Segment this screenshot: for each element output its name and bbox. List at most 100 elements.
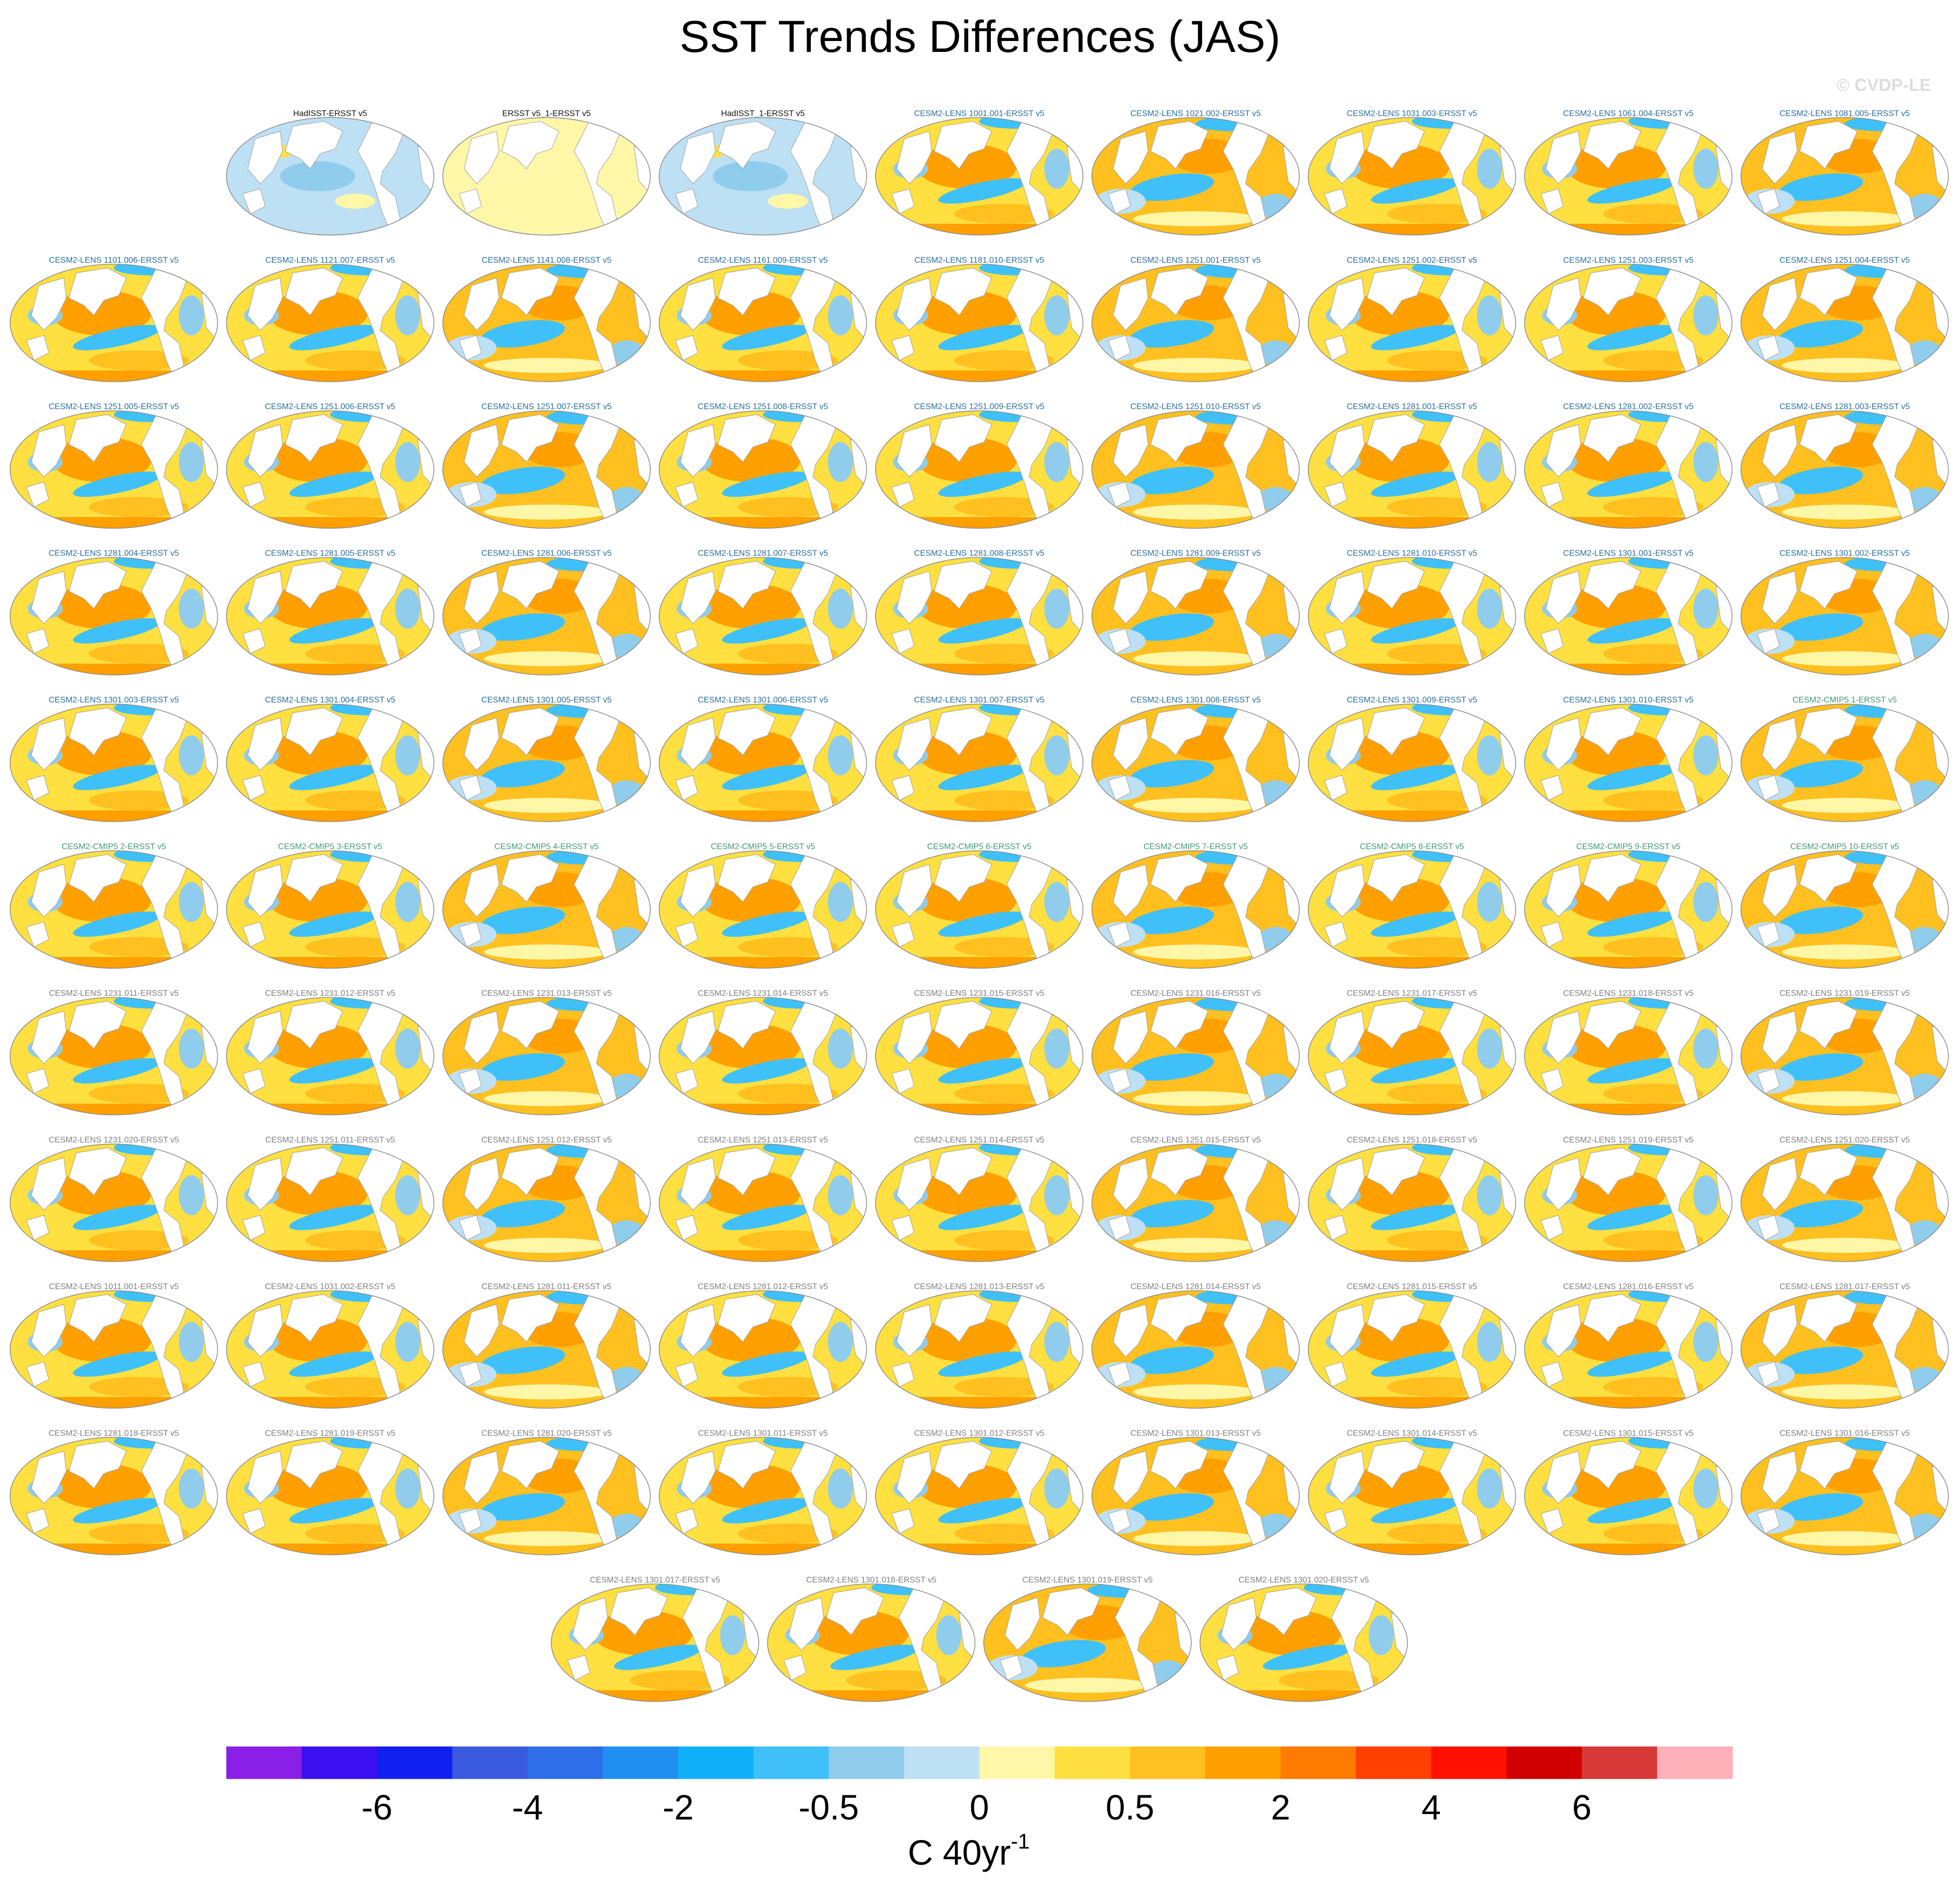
map bbox=[442, 410, 652, 530]
panel: CESM2-LENS 1251.005-ERSST v5 bbox=[9, 402, 219, 530]
panel: CESM2-LENS 1281.004-ERSST v5 bbox=[9, 549, 219, 677]
colorbar-box bbox=[979, 1746, 1055, 1779]
panel-label: CESM2-LENS 1081.005-ERSST v5 bbox=[1779, 109, 1910, 118]
colorbar-box bbox=[1582, 1746, 1658, 1779]
map-border bbox=[9, 1143, 218, 1262]
panel: CESM2-LENS 1281.020-ERSST v5 bbox=[442, 1429, 652, 1556]
panel-label: CESM2-LENS 1251.003-ERSST v5 bbox=[1563, 256, 1693, 265]
map bbox=[225, 116, 435, 236]
map-border bbox=[1308, 997, 1516, 1116]
panel: CESM2-LENS 1181.010-ERSST v5 bbox=[874, 256, 1084, 383]
panel-label: CESM2-CMIP5 7-ERSST v5 bbox=[1144, 843, 1248, 851]
map-border bbox=[1524, 117, 1733, 236]
panel: CESM2-LENS 1061.004-ERSST v5 bbox=[1523, 109, 1734, 236]
panel: CESM2-LENS 1281.014-ERSST v5 bbox=[1091, 1282, 1301, 1410]
map-border bbox=[1524, 997, 1733, 1116]
map-border bbox=[442, 117, 651, 236]
panel-label: CESM2-LENS 1281.015-ERSST v5 bbox=[1347, 1282, 1477, 1291]
map-border bbox=[1524, 1437, 1733, 1555]
panels: HadISST-ERSST v5 ERSST v5_1-ERSST v5 HadIS… bbox=[9, 109, 1950, 1702]
panel-label: CESM2-LENS 1301.002-ERSST v5 bbox=[1779, 549, 1910, 558]
panel-label: CESM2-LENS 1251.020-ERSST v5 bbox=[1779, 1135, 1910, 1144]
panel: CESM2-LENS 1281.002-ERSST v5 bbox=[1523, 402, 1734, 530]
map-border bbox=[442, 557, 651, 675]
map bbox=[1091, 263, 1301, 383]
colorbar-box bbox=[452, 1746, 528, 1779]
panel-label: CESM2-LENS 1231.013-ERSST v5 bbox=[481, 989, 611, 998]
map-border bbox=[1524, 410, 1733, 529]
panel-label: CESM2-LENS 1281.001-ERSST v5 bbox=[1347, 402, 1477, 411]
map-border bbox=[226, 1290, 434, 1409]
panel-label: CESM2-LENS 1281.008-ERSST v5 bbox=[914, 549, 1044, 558]
panel: CESM2-LENS 1281.001-ERSST v5 bbox=[1307, 402, 1517, 530]
panel-label: CESM2-LENS 1301.003-ERSST v5 bbox=[49, 696, 179, 705]
panel-label: CESM2-LENS 1301.006-ERSST v5 bbox=[698, 696, 828, 705]
panel-label: CESM2-LENS 1301.005-ERSST v5 bbox=[481, 696, 611, 705]
map-border bbox=[226, 704, 434, 822]
colorbar-box bbox=[753, 1746, 829, 1779]
panel: CESM2-LENS 1281.013-ERSST v5 bbox=[874, 1282, 1084, 1410]
panel-label: HadISST-ERSST v5 bbox=[293, 109, 367, 118]
panel-label: CESM2-CMIP5 3-ERSST v5 bbox=[278, 843, 383, 851]
panel: CESM2-LENS 1231.014-ERSST v5 bbox=[658, 989, 868, 1116]
panel-label: CESM2-LENS 1231.016-ERSST v5 bbox=[1131, 989, 1261, 998]
map bbox=[1740, 556, 1950, 676]
panel: CESM2-LENS 1301.003-ERSST v5 bbox=[9, 696, 219, 823]
panel: CESM2-LENS 1021.002-ERSST v5 bbox=[1091, 109, 1301, 236]
map-border bbox=[659, 117, 867, 236]
panel-label: CESM2-LENS 1301.014-ERSST v5 bbox=[1347, 1429, 1477, 1438]
map-border bbox=[1740, 557, 1949, 675]
map-border bbox=[1308, 1437, 1516, 1555]
map-border bbox=[875, 410, 1084, 529]
panel: CESM2-LENS 1251.020-ERSST v5 bbox=[1740, 1135, 1950, 1263]
map-border bbox=[1740, 1290, 1949, 1409]
map-border bbox=[659, 704, 867, 822]
map-border bbox=[1524, 264, 1733, 382]
colorbar-box bbox=[302, 1746, 377, 1779]
panel: CESM2-LENS 1281.003-ERSST v5 bbox=[1740, 402, 1950, 530]
map-border bbox=[9, 704, 218, 822]
panel: CESM2-LENS 1231.012-ERSST v5 bbox=[225, 989, 435, 1116]
panel-label: CESM2-LENS 1251.013-ERSST v5 bbox=[698, 1135, 828, 1144]
map-border bbox=[983, 1584, 1192, 1702]
panel: CESM2-LENS 1301.012-ERSST v5 bbox=[874, 1429, 1084, 1556]
colorbar-box bbox=[1356, 1746, 1432, 1779]
panel-label: CESM2-LENS 1301.009-ERSST v5 bbox=[1347, 696, 1477, 705]
colorbar-box bbox=[1506, 1746, 1583, 1779]
panel: CESM2-CMIP5 6-ERSST v5 bbox=[874, 843, 1084, 970]
panel-label: CESM2-LENS 1301.008-ERSST v5 bbox=[1131, 696, 1261, 705]
colorbar-label: -4 bbox=[512, 1788, 543, 1827]
panel: CESM2-LENS 1251.004-ERSST v5 bbox=[1740, 256, 1950, 383]
map-border bbox=[442, 1143, 651, 1262]
panel-label: CESM2-LENS 1011.001-ERSST v5 bbox=[49, 1282, 179, 1291]
colorbar-label: -6 bbox=[361, 1788, 392, 1827]
panel: CESM2-LENS 1301.005-ERSST v5 bbox=[442, 696, 652, 823]
map-border bbox=[226, 1437, 434, 1555]
panel: CESM2-CMIP5 3-ERSST v5 bbox=[225, 843, 435, 970]
watermark: © CVDP-LE bbox=[1836, 75, 1931, 95]
map-border bbox=[767, 1584, 976, 1702]
panel-label: CESM2-LENS 1251.007-ERSST v5 bbox=[481, 402, 611, 411]
panel-label: CESM2-LENS 1281.007-ERSST v5 bbox=[698, 549, 828, 558]
colorbar-label: 0 bbox=[970, 1788, 989, 1827]
map-border bbox=[1091, 997, 1300, 1116]
panel: HadISST-ERSST v5 bbox=[225, 109, 435, 236]
panel: CESM2-LENS 1031.002-ERSST v5 bbox=[225, 1282, 435, 1410]
colorbar-box bbox=[603, 1746, 679, 1779]
panel-label: CESM2-LENS 1231.011-ERSST v5 bbox=[49, 989, 179, 998]
panel: CESM2-LENS 1231.011-ERSST v5 bbox=[9, 989, 219, 1116]
map-border bbox=[226, 264, 434, 382]
panel: CESM2-LENS 1301.006-ERSST v5 bbox=[658, 696, 868, 823]
panel-label: CESM2-LENS 1301.010-ERSST v5 bbox=[1563, 696, 1693, 705]
panel: CESM2-LENS 1301.008-ERSST v5 bbox=[1091, 696, 1301, 823]
panel-label: CESM2-LENS 1281.019-ERSST v5 bbox=[265, 1429, 396, 1438]
panel-label: CESM2-LENS 1031.002-ERSST v5 bbox=[265, 1282, 396, 1291]
panel-label: CESM2-LENS 1301.012-ERSST v5 bbox=[914, 1429, 1044, 1438]
map bbox=[658, 116, 868, 236]
map-border bbox=[1740, 1143, 1949, 1262]
colorbar-box bbox=[1431, 1746, 1507, 1779]
colorbar-box bbox=[226, 1746, 302, 1779]
map-border bbox=[9, 1437, 218, 1555]
panel-label: CESM2-CMIP5 9-ERSST v5 bbox=[1576, 843, 1681, 851]
panel: CESM2-LENS 1281.017-ERSST v5 bbox=[1740, 1282, 1950, 1410]
